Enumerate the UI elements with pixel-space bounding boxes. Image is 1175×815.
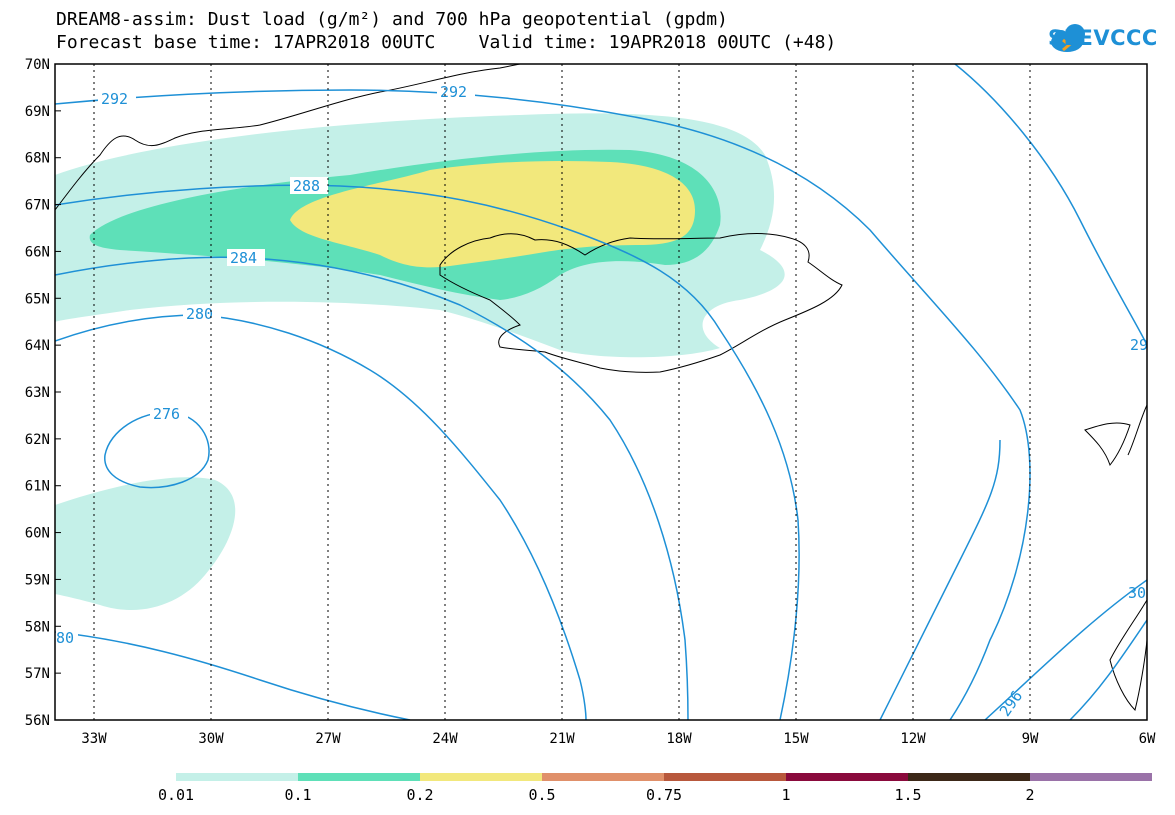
latitude-label: 57N — [25, 666, 50, 682]
longitude-labels: 33W 30W 27W 24W 21W 18W 15W 12W 9W 6W — [81, 731, 1156, 747]
contour-label: 276 — [153, 405, 180, 423]
latitude-label: 67N — [25, 198, 50, 214]
geopotential-contours — [55, 64, 1147, 720]
colorbar-swatch — [664, 773, 786, 781]
latitude-label: 58N — [25, 619, 50, 635]
latitude-label: 62N — [25, 432, 50, 448]
map-title: DREAM8-assim: Dust load (g/m²) and 700 h… — [56, 9, 728, 30]
colorbar-swatch — [176, 773, 298, 781]
longitude-label: 18W — [666, 731, 692, 747]
logo-text: SEEVCCC — [1048, 26, 1158, 50]
contour-label: 80 — [56, 629, 74, 647]
colorbar-swatch — [542, 773, 664, 781]
latitude-labels: 70N 69N 68N 67N 66N 65N 64N 63N 62N 61N 60N 59N 58N 5… — [25, 57, 61, 729]
contour-label: 280 — [186, 305, 213, 323]
longitude-label: 24W — [432, 731, 458, 747]
colorbar-label: 0.1 — [284, 786, 311, 804]
longitude-label: 33W — [81, 731, 107, 747]
contour-label: 30 — [1128, 584, 1146, 602]
latitude-label: 70N — [25, 57, 50, 73]
map-subtitle: Forecast base time: 17APR2018 00UTC Vali… — [56, 32, 837, 53]
contour-label: 292 — [101, 90, 128, 108]
cloud-icon — [1051, 24, 1085, 52]
longitude-label: 15W — [783, 731, 809, 747]
colorbar-swatch — [786, 773, 908, 781]
dust-field — [55, 113, 785, 611]
latitude-label: 64N — [25, 338, 50, 354]
contour-labels: 292 292 288 284 280 276 80 296 29 30 — [56, 83, 1148, 720]
latitude-label: 56N — [25, 713, 50, 729]
longitude-label: 21W — [549, 731, 575, 747]
colorbar-label: 0.2 — [406, 786, 433, 804]
colorbar-label: 0.5 — [528, 786, 555, 804]
colorbar: 0.01 0.1 0.2 0.5 0.75 1 1.5 2 — [158, 773, 1152, 804]
contour-label: 288 — [293, 177, 320, 195]
coastlines — [55, 64, 1147, 711]
colorbar-label: 0.01 — [158, 786, 194, 804]
longitude-label: 27W — [315, 731, 341, 747]
latitude-label: 69N — [25, 104, 50, 120]
colorbar-swatch — [298, 773, 420, 781]
colorbar-label: 0.75 — [646, 786, 682, 804]
longitude-label: 6W — [1139, 731, 1156, 747]
latitude-label: 65N — [25, 291, 50, 307]
dust-region-0.01-south — [55, 477, 236, 611]
longitude-label: 30W — [198, 731, 224, 747]
latitude-label: 63N — [25, 385, 50, 401]
longitude-label: 9W — [1022, 731, 1039, 747]
colorbar-label: 1 — [781, 786, 790, 804]
contour-label: 284 — [230, 249, 257, 267]
colorbar-swatch — [908, 773, 1030, 781]
gridlines — [93, 64, 1031, 720]
colorbar-swatch — [420, 773, 542, 781]
longitude-label: 12W — [900, 731, 926, 747]
latitude-label: 60N — [25, 526, 50, 542]
colorbar-label: 1.5 — [894, 786, 921, 804]
colorbar-swatch — [1030, 773, 1152, 781]
contour-label: 29 — [1130, 336, 1148, 354]
latitude-label: 66N — [25, 244, 50, 260]
dust-region-0.2 — [290, 160, 695, 268]
contour-label: 296 — [996, 687, 1026, 720]
latitude-label: 59N — [25, 572, 50, 588]
colorbar-label: 2 — [1025, 786, 1034, 804]
latitude-label: 68N — [25, 151, 50, 167]
contour-label: 292 — [440, 83, 467, 101]
latitude-label: 61N — [25, 479, 50, 495]
